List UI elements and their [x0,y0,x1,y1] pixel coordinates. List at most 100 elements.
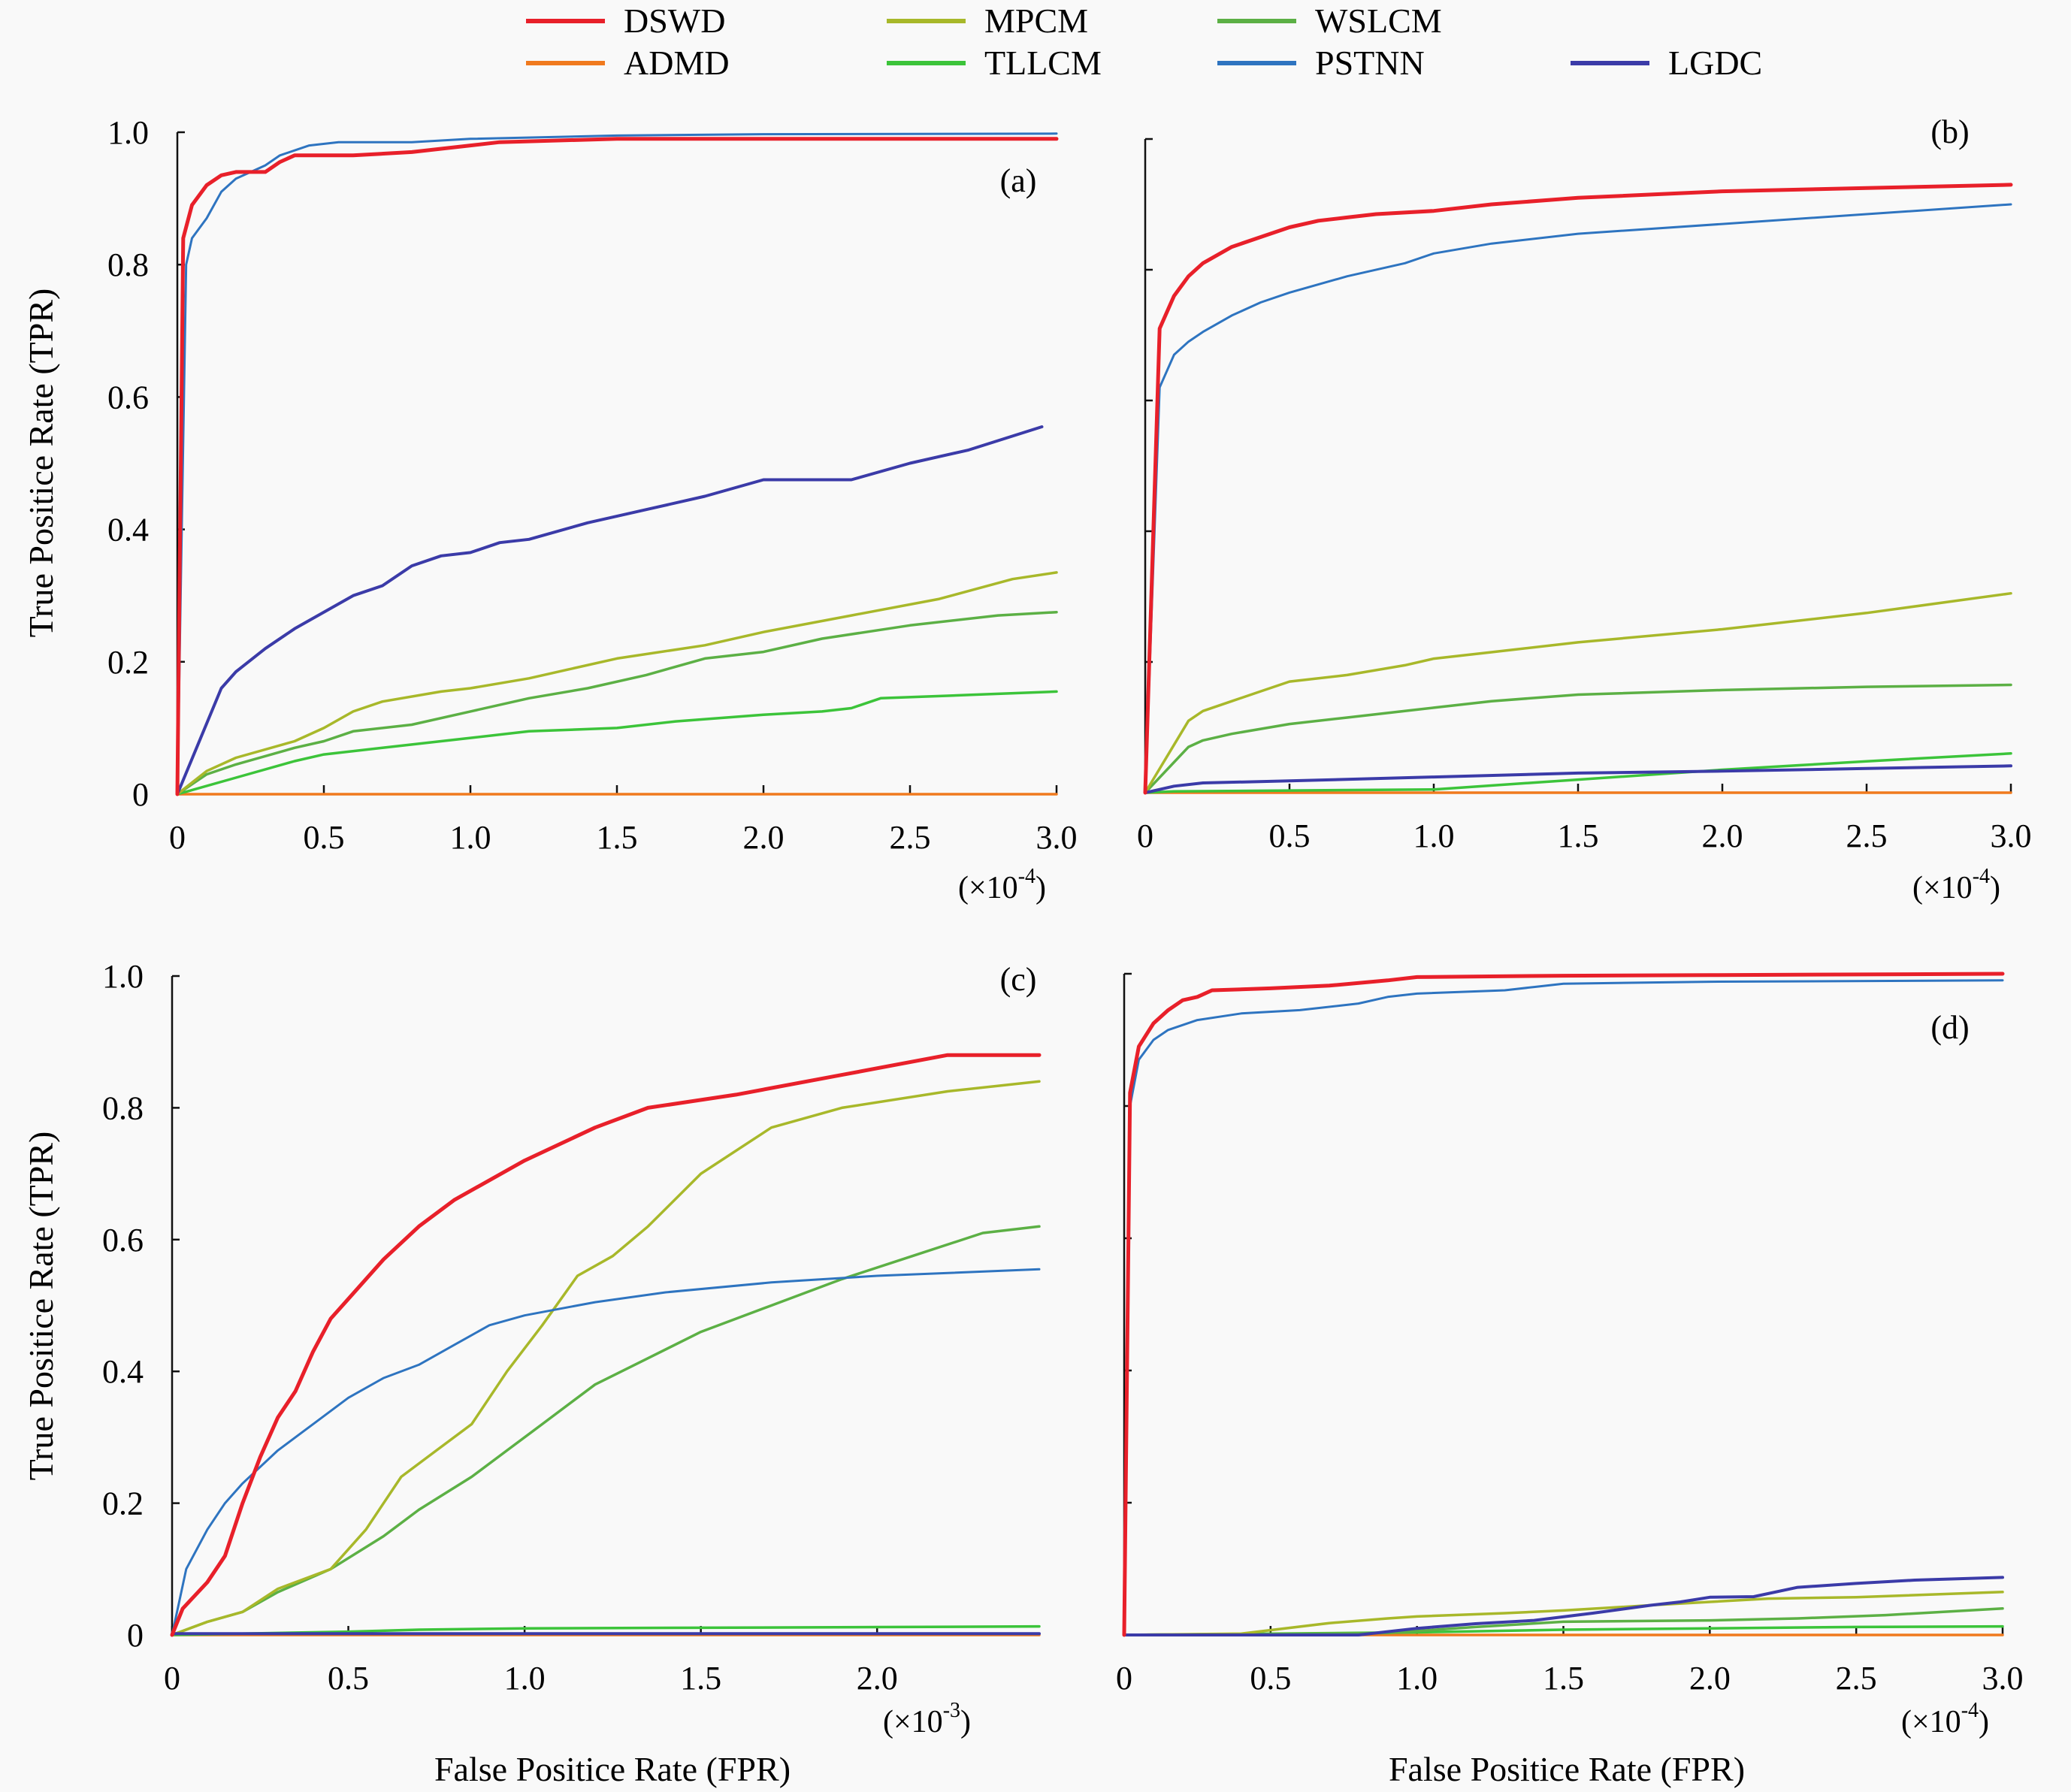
x-axis-multiplier: (×10-4) [1901,1699,1989,1739]
series-line-mpcm [1144,591,2012,794]
series-line-tllcm [171,1624,1041,1636]
series-line-lgdc [1144,764,2012,794]
y-tick-label: 0 [127,1617,144,1654]
y-tick-label: 0.4 [107,512,149,548]
legend-item-pstnn: PSTNN [1217,44,1425,82]
x-tick-label: 2.0 [743,819,785,856]
y-tick-label: 0.8 [102,1089,144,1126]
series-line-dswd [1122,972,2005,1637]
x-tick-label: 3.0 [1982,1660,2024,1697]
y-tick-label: 1.0 [107,114,149,151]
legend-label: DSWD [624,2,725,40]
series-line-wslcm [1123,1607,2004,1636]
x-tick-label: 0 [169,819,186,856]
series-line-wslcm [176,610,1058,796]
x-axis-multiplier: (×10-4) [958,865,1046,905]
x-tick-label: 3.0 [1991,817,2032,854]
legend-label: TLLCM [984,44,1102,82]
legend-item-mpcm: MPCM [887,2,1088,40]
series-line-lgdc [1123,1576,2004,1636]
series-line-tllcm [1144,752,2012,794]
multiplier-close: ) [1036,871,1046,905]
legend-item-lgdc: LGDC [1571,44,1762,82]
series-line-mpcm [171,1080,1041,1636]
x-tick-label: 0.5 [1269,817,1311,854]
series-line-wslcm [171,1225,1041,1636]
multiplier-base: (×10 [1912,871,1973,905]
series-line-pstnn [1144,203,2012,794]
x-tick-label: 2.0 [1702,817,1743,854]
x-axis-title: False Positice Rate (FPR) [1389,1750,1745,1788]
multiplier-base: (×10 [958,871,1018,905]
panel-label: (c) [1000,961,1037,998]
x-tick-label: 1.0 [450,819,491,856]
multiplier-close: ) [1990,871,2000,905]
y-tick-label: 1.0 [102,958,144,995]
x-tick-label: 2.0 [857,1660,898,1697]
x-tick-label: 1.0 [1413,817,1455,854]
x-tick-label: 2.0 [1689,1660,1731,1697]
x-tick-label: 1.0 [504,1660,546,1697]
legend: DSWD MPCM WSLCM ADMD TLLCM PSTNN LGDC [526,2,1762,82]
panel-a: 0 0.2 0.4 0.6 0.8 1.0 0 0.5 1.0 1.5 2.0 2.5 3.0 (a) (×… [22,114,1078,905]
panel-label: (a) [1000,162,1037,199]
panel-b: 0 0.5 1.0 1.5 2.0 2.5 3.0 (b) (×10-4) [1137,113,2032,905]
y-tick-label: 0.6 [102,1222,144,1259]
legend-item-wslcm: WSLCM [1217,2,1442,40]
series-line-mpcm [1123,1591,2004,1636]
x-axis-multiplier: (×10-3) [883,1699,971,1739]
series-line-dswd [170,1053,1042,1637]
y-tick-label: 0 [132,776,149,813]
legend-item-dswd: DSWD [526,2,725,40]
x-tick-label: 2.5 [1846,817,1888,854]
y-tick-label: 0.6 [107,379,149,416]
legend-label: PSTNN [1315,44,1425,82]
x-tick-label: 1.5 [1543,1660,1584,1697]
legend-label: ADMD [624,44,730,82]
x-tick-label: 0 [1137,817,1153,854]
panel-label: (b) [1930,113,1969,150]
x-tick-label: 1.5 [597,819,638,856]
multiplier-base: (×10 [1901,1705,1961,1739]
x-tick-label: 1.5 [680,1660,721,1697]
multiplier-close: ) [1979,1705,1989,1739]
x-axis-title: False Positice Rate (FPR) [434,1750,791,1788]
y-tick-label: 0.2 [102,1485,144,1522]
x-axis-multiplier: (×10-4) [1912,865,2000,905]
series-line-wslcm [1144,683,2012,794]
x-tick-label: 0.5 [304,819,345,856]
series-line-mpcm [176,571,1058,796]
x-tick-label: 0.5 [1250,1660,1291,1697]
legend-item-admd: ADMD [526,44,730,82]
panels: 0 0.2 0.4 0.6 0.8 1.0 0 0.5 1.0 1.5 2.0 2.5 3.0 (a) (×… [22,113,2032,1788]
series-line-pstnn [171,1268,1041,1636]
series-line-pstnn [1123,979,2004,1636]
legend-label: WSLCM [1315,2,1442,40]
y-tick-label: 0.8 [107,246,149,283]
y-tick-label: 0.2 [107,644,149,681]
series-line-lgdc [176,425,1044,796]
legend-item-tllcm: TLLCM [887,44,1102,82]
multiplier-exponent: -3 [943,1699,960,1722]
x-tick-label: 2.5 [890,819,931,856]
multiplier-exponent: -4 [1961,1699,1979,1722]
x-tick-label: 1.5 [1558,817,1599,854]
series-line-pstnn [176,132,1058,796]
y-axis-title: True Positice Rate (TPR) [22,289,60,638]
x-tick-label: 0 [164,1660,180,1697]
panel-label: (d) [1930,1009,1969,1046]
panel-d: 0 0.5 1.0 1.5 2.0 2.5 3.0 (d) (×10-4) False Posit… [1116,972,2024,1788]
series-line-dswd [1143,183,2013,795]
x-tick-label: 3.0 [1036,819,1078,856]
y-tick-label: 0.4 [102,1353,144,1390]
multiplier-exponent: -4 [1018,865,1036,888]
x-tick-label: 0 [1116,1660,1132,1697]
series-line-tllcm [176,690,1058,796]
multiplier-base: (×10 [883,1705,943,1739]
legend-label: MPCM [984,2,1088,40]
panel-c: 0 0.2 0.4 0.6 0.8 1.0 0 0.5 1.0 1.5 2.0 (c) (×10-3) T… [22,958,1042,1788]
legend-label: LGDC [1668,44,1762,82]
multiplier-close: ) [960,1705,971,1739]
multiplier-exponent: -4 [1973,865,1990,888]
